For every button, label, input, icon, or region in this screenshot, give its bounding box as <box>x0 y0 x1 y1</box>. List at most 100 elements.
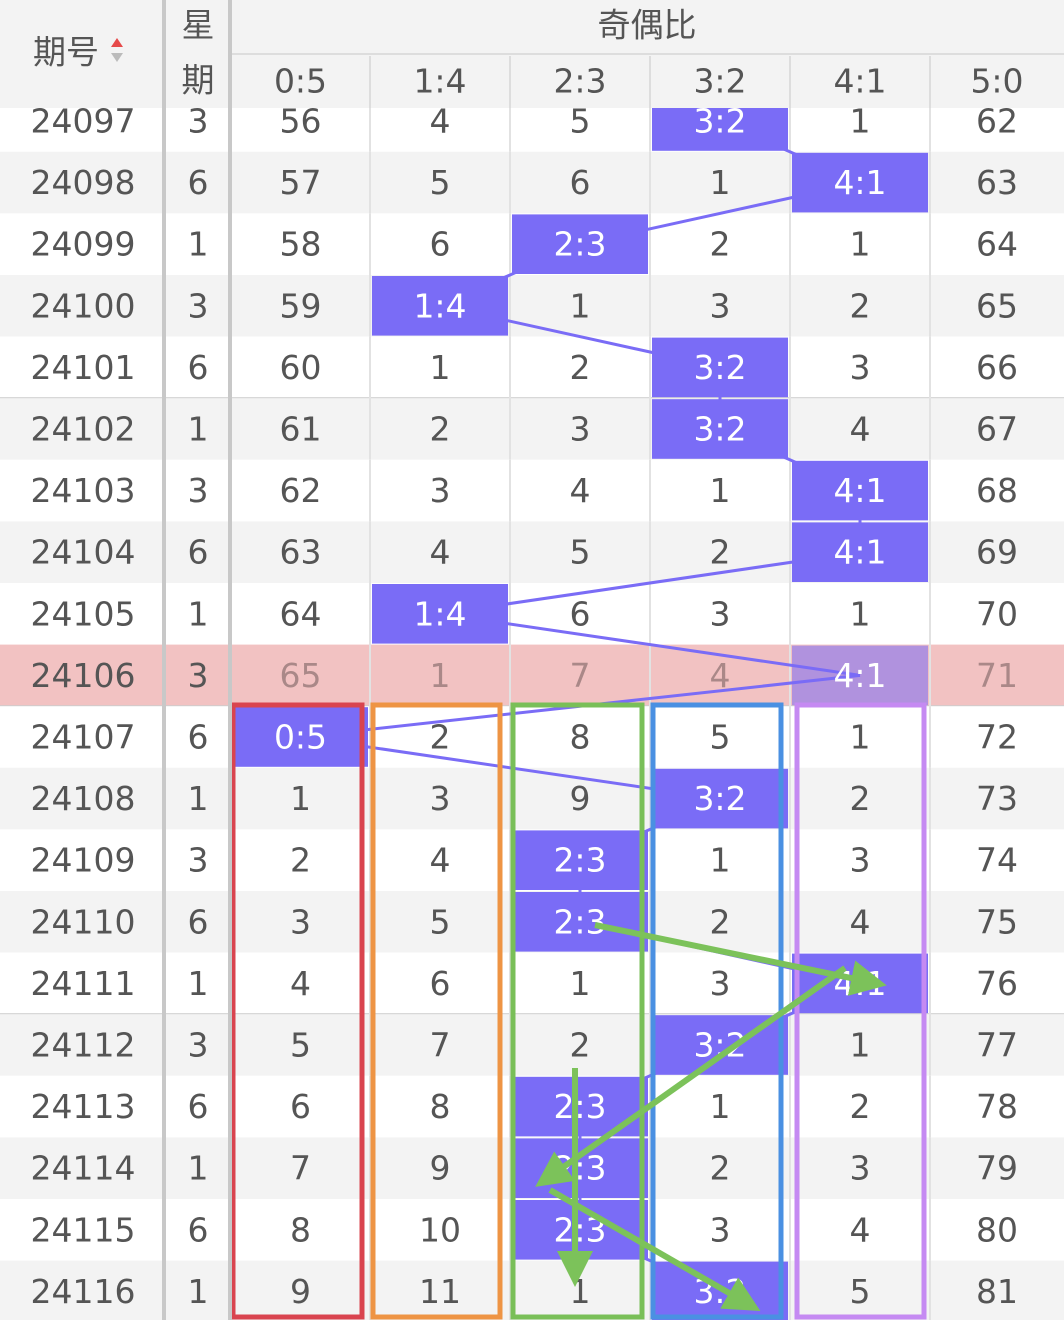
period: 24116 <box>31 1272 136 1311</box>
weekday: 6 <box>188 348 209 387</box>
cell-value: 5 <box>570 102 591 141</box>
cell-value: 78 <box>976 1087 1018 1126</box>
hit-cell <box>652 1261 788 1322</box>
cell-value: 1 <box>850 594 871 633</box>
trend-line <box>300 735 721 801</box>
hit-cell <box>372 276 508 336</box>
hit-label: 2:3 <box>553 902 606 941</box>
cell-value: 1 <box>570 1272 591 1311</box>
hit-label: 3:2 <box>693 779 746 818</box>
cell-value: 1 <box>430 348 451 387</box>
period: 24106 <box>31 656 136 695</box>
row-bg <box>0 583 1064 645</box>
cell-value: 57 <box>280 163 322 202</box>
period: 24113 <box>31 1087 136 1126</box>
hit-label: 3:2 <box>693 410 746 449</box>
cell-value: 6 <box>430 964 451 1003</box>
cell-value: 4 <box>430 102 451 141</box>
box-green <box>510 702 645 1320</box>
sort-up <box>111 38 123 47</box>
cell-value: 2 <box>570 348 591 387</box>
column-header: 1:4 <box>413 62 466 101</box>
cell-value: 72 <box>976 718 1018 757</box>
weekday: 1 <box>188 410 209 449</box>
cell-value: 70 <box>976 594 1018 633</box>
cell-value: 1 <box>850 225 871 264</box>
cell-value: 2 <box>290 841 311 880</box>
weekday: 6 <box>188 902 209 941</box>
cell-value: 76 <box>976 964 1018 1003</box>
hit-cell <box>792 152 928 213</box>
cell-value: 1 <box>850 1026 871 1065</box>
cell-value: 9 <box>430 1149 451 1188</box>
cell-value: 3 <box>850 348 871 387</box>
hit-label: 4:1 <box>833 533 886 572</box>
period: 24109 <box>31 841 136 880</box>
weekday: 6 <box>188 718 209 757</box>
cell-value: 9 <box>570 779 591 818</box>
period: 24110 <box>31 902 136 941</box>
weekday: 1 <box>188 1272 209 1311</box>
cell-value: 2 <box>430 410 451 449</box>
cell-value: 74 <box>976 841 1018 880</box>
period: 24107 <box>31 718 136 757</box>
hit-cell <box>233 707 368 767</box>
arrow <box>548 1187 761 1311</box>
arrow <box>594 922 887 996</box>
hit-cell <box>512 1138 648 1198</box>
cell-value: 81 <box>976 1272 1018 1311</box>
cell-value: 7 <box>570 656 591 695</box>
cell-value: 10 <box>419 1210 461 1249</box>
weekday: 3 <box>188 471 209 510</box>
cell-value: 4 <box>430 841 451 880</box>
cell-value: 4 <box>570 471 591 510</box>
cell-value: 4 <box>710 656 731 695</box>
weekday: 6 <box>188 1087 209 1126</box>
cell-value: 3 <box>850 1149 871 1188</box>
period: 24111 <box>31 964 136 1003</box>
hit-label: 2:3 <box>553 841 606 880</box>
hit-label: 1:4 <box>413 594 466 633</box>
cell-value: 65 <box>976 286 1018 325</box>
cell-value: 63 <box>976 163 1018 202</box>
cell-value: 69 <box>976 533 1018 572</box>
cell-value: 2 <box>850 779 871 818</box>
period: 24098 <box>31 163 136 202</box>
weekday: 3 <box>188 1026 209 1065</box>
annotations <box>230 702 927 1320</box>
arrows <box>535 922 887 1311</box>
hit-label: 4:1 <box>833 163 886 202</box>
cell-value: 68 <box>976 471 1018 510</box>
cell-value: 3 <box>710 286 731 325</box>
cell-value: 3 <box>710 1210 731 1249</box>
cell-value: 11 <box>419 1272 461 1311</box>
hit-cell <box>792 645 928 706</box>
column-header: 3:2 <box>693 62 746 101</box>
table-header: 期号 星 期 奇偶比 0:5 1:4 2:3 3:2 4:1 5:0 <box>0 0 1064 108</box>
cell-value: 63 <box>280 533 322 572</box>
hit-label: 2:3 <box>553 225 606 264</box>
period: 24101 <box>31 348 136 387</box>
cell-value: 8 <box>570 718 591 757</box>
hit-cell <box>512 830 648 890</box>
column-header: 4:1 <box>833 62 886 101</box>
hit-label: 3:2 <box>693 348 746 387</box>
hit-cell <box>792 522 928 582</box>
cell-value: 77 <box>976 1026 1018 1065</box>
cell-value: 66 <box>976 348 1018 387</box>
period: 24114 <box>31 1149 136 1188</box>
weekday: 3 <box>188 841 209 880</box>
column-header: 2:3 <box>553 62 606 101</box>
cell-value: 2 <box>710 1149 731 1188</box>
weekday: 6 <box>188 1210 209 1249</box>
cell-value: 1 <box>290 779 311 818</box>
box-red <box>230 702 365 1320</box>
period: 24115 <box>31 1210 136 1249</box>
week-header: 期 <box>182 61 215 100</box>
cell-value: 6 <box>570 594 591 633</box>
cell-value: 8 <box>290 1210 311 1249</box>
cell-value: 75 <box>976 902 1018 941</box>
cell-value: 4 <box>850 410 871 449</box>
cell-value: 5 <box>570 533 591 572</box>
